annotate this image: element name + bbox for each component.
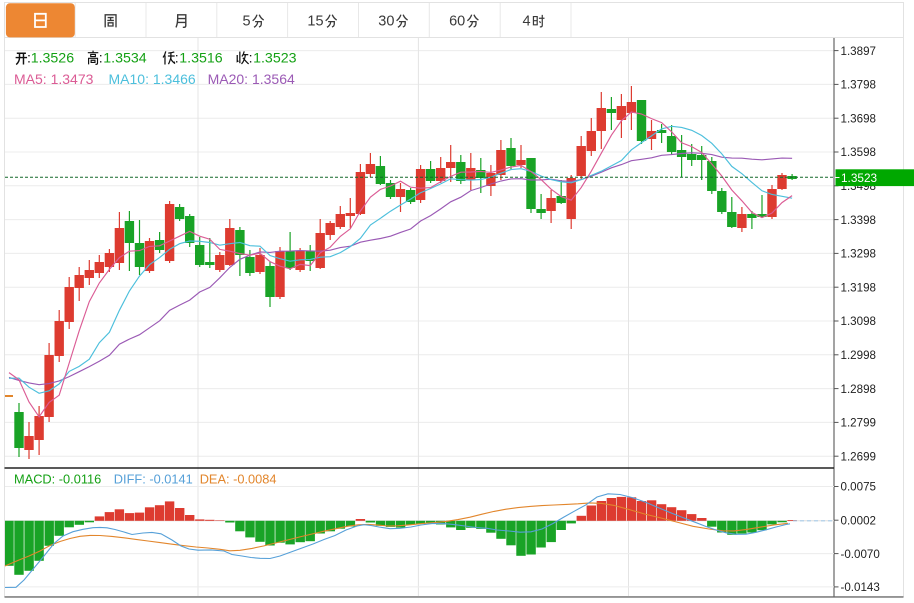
svg-text:0.0075: 0.0075 xyxy=(841,481,876,494)
svg-text:1.3516: 1.3516 xyxy=(179,50,223,66)
svg-text:30: 30 xyxy=(378,14,394,30)
svg-text::: : xyxy=(249,50,253,66)
svg-text:DEA: -0.0084: DEA: -0.0084 xyxy=(200,472,277,487)
svg-text:MA10: 1.3466: MA10: 1.3466 xyxy=(109,71,196,87)
svg-text:1.2998: 1.2998 xyxy=(841,349,876,362)
svg-text:MACD: -0.0116: MACD: -0.0116 xyxy=(14,472,101,487)
svg-text::: : xyxy=(99,50,103,66)
svg-text:1.2699: 1.2699 xyxy=(841,450,876,463)
svg-text:1.3526: 1.3526 xyxy=(31,50,75,66)
svg-text:DIFF: -0.0141: DIFF: -0.0141 xyxy=(114,472,193,487)
svg-text:1.2799: 1.2799 xyxy=(841,417,876,430)
svg-text:1.3798: 1.3798 xyxy=(841,79,876,92)
svg-text:60: 60 xyxy=(449,14,465,30)
svg-text::: : xyxy=(27,50,31,66)
svg-text:4: 4 xyxy=(523,14,531,30)
svg-text:1.3523: 1.3523 xyxy=(253,50,297,66)
svg-text:1.3298: 1.3298 xyxy=(841,248,876,261)
svg-text:MA20: 1.3564: MA20: 1.3564 xyxy=(208,71,295,87)
svg-text:15: 15 xyxy=(307,14,323,30)
svg-text:0.0002: 0.0002 xyxy=(841,514,876,527)
svg-text:1.3098: 1.3098 xyxy=(841,315,876,328)
svg-text:1.3198: 1.3198 xyxy=(841,281,876,294)
svg-text:-0.0143: -0.0143 xyxy=(841,581,880,594)
svg-text:1.3598: 1.3598 xyxy=(841,146,876,159)
svg-text:1.3398: 1.3398 xyxy=(841,214,876,227)
svg-text:-0.0070: -0.0070 xyxy=(841,548,880,561)
svg-text::: : xyxy=(175,50,179,66)
svg-text:1.3534: 1.3534 xyxy=(103,50,147,66)
svg-text:5: 5 xyxy=(243,14,251,30)
svg-text:1.3897: 1.3897 xyxy=(841,45,876,58)
svg-text:1.2898: 1.2898 xyxy=(841,383,876,396)
svg-text:1.3523: 1.3523 xyxy=(841,171,878,185)
svg-text:1.3698: 1.3698 xyxy=(841,112,876,125)
svg-text:MA5: 1.3473: MA5: 1.3473 xyxy=(14,71,94,87)
